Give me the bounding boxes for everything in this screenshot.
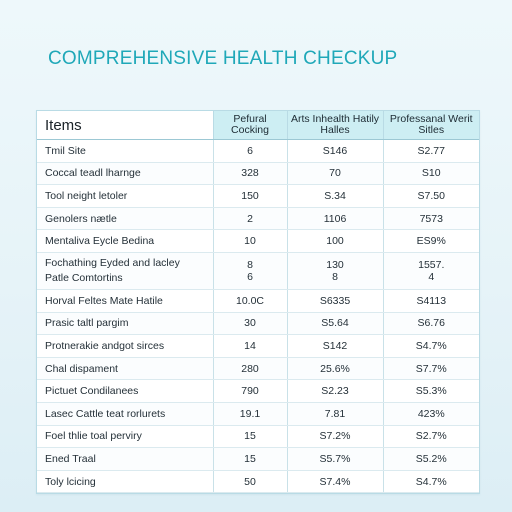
table-row: Chal dispament 280 25.6% S7.7% xyxy=(37,357,479,381)
column-header-items: Items xyxy=(37,111,213,140)
table-row: Ened Traal 15 S5.7% S5.2% xyxy=(37,447,479,471)
table-cell-col3: S5.2% xyxy=(382,447,479,471)
table-cell-col1: 280 xyxy=(212,357,287,381)
table-cell-col1: 19.1 xyxy=(212,402,287,426)
table-cell-col2: 25.6% xyxy=(286,357,383,381)
table-cell-col3: S7.50 xyxy=(382,184,479,208)
table-row: Mentaliva Eycle Bedina 10 100 ES9% xyxy=(37,229,479,253)
table-cell-col2: 130 8 xyxy=(286,252,383,290)
table-cell-item: Tool neight letoler xyxy=(37,184,213,208)
table-cell-col1: 15 xyxy=(212,447,287,471)
table-row: Pictuet Condilanees 790 S2.23 S5.3% xyxy=(37,379,479,403)
table-cell-col2: S142 xyxy=(286,334,383,358)
table-row: Tmil Site 6 S146 S2.77 xyxy=(37,139,479,163)
table-cell-col2: S5.64 xyxy=(286,312,383,336)
table-cell-item: Chal dispament xyxy=(37,357,213,381)
table-cell-col3: S2.77 xyxy=(382,139,479,163)
column-header-3: Professanal Werit Sitles xyxy=(382,111,479,140)
table-cell-col3: ES9% xyxy=(382,229,479,253)
table-cell-col1: 14 xyxy=(212,334,287,358)
table-cell-col2: S.34 xyxy=(286,184,383,208)
table-cell-col2: S6335 xyxy=(286,289,383,313)
table-row: Toly lcicing 50 S7.4% S4.7% xyxy=(37,470,479,494)
table-cell-col2: S7.4% xyxy=(286,470,383,494)
column-header-2: Arts Inhealth Hatily Halles xyxy=(286,111,383,140)
table-cell-col3: 7573 xyxy=(382,207,479,231)
table-cell-item: Lasec Cattle teat rorlurets xyxy=(37,402,213,426)
table-cell-col1: 10.0C xyxy=(212,289,287,313)
table-cell-col3: S2.7% xyxy=(382,425,479,449)
table-cell-col3: S4.7% xyxy=(382,470,479,494)
table-cell-item: Toly lcicing xyxy=(37,470,213,494)
table-cell-item: Ened Traal xyxy=(37,447,213,471)
table-row: Protnerakie andgot sirces 14 S142 S4.7% xyxy=(37,334,479,358)
table-header-row: Items Pefural Cocking Arts Inhealth Hati… xyxy=(37,111,479,140)
table-cell-item: Prasic taltl pargim xyxy=(37,312,213,336)
table-cell-col3: S5.3% xyxy=(382,379,479,403)
table-cell-col1: 10 xyxy=(212,229,287,253)
table-cell-col1: 30 xyxy=(212,312,287,336)
table-cell-col2: S2.23 xyxy=(286,379,383,403)
table-cell-item: Foel thlie toal perviry xyxy=(37,425,213,449)
table-cell-item: Pictuet Condilanees xyxy=(37,379,213,403)
table-cell-col3: S4.7% xyxy=(382,334,479,358)
table-cell-col3: 1557. 4 xyxy=(382,252,479,290)
table-row: Genolers nætle 2 1106 7573 xyxy=(37,207,479,231)
table-cell-item: Mentaliva Eycle Bedina xyxy=(37,229,213,253)
table-cell-col2: 100 xyxy=(286,229,383,253)
table-cell-col2: S7.2% xyxy=(286,425,383,449)
table-cell-col3: S6.76 xyxy=(382,312,479,336)
table-cell-col1: 328 xyxy=(212,162,287,186)
table-cell-item: Fochathing Eyded and lacley Patle Comtort… xyxy=(37,252,213,290)
table-cell-col2: 70 xyxy=(286,162,383,186)
table-cell-col3: S10 xyxy=(382,162,479,186)
table-row: Tool neight letoler 150 S.34 S7.50 xyxy=(37,184,479,208)
table-row: Horval Feltes Mate Hatile 10.0C S6335 S4113 xyxy=(37,289,479,313)
table-cell-col2: S5.7% xyxy=(286,447,383,471)
table-row: Fochathing Eyded and lacley Patle Comtort… xyxy=(37,252,479,290)
table-cell-col2: S146 xyxy=(286,139,383,163)
table-cell-col3: S4113 xyxy=(382,289,479,313)
table-cell-item: Tmil Site xyxy=(37,139,213,163)
table-cell-col1: 15 xyxy=(212,425,287,449)
table-row: Prasic taltl pargim 30 S5.64 S6.76 xyxy=(37,312,479,336)
table-cell-col1: 2 xyxy=(212,207,287,231)
table-cell-col2: 7.81 xyxy=(286,402,383,426)
table-cell-item: Coccal teadl lharnge xyxy=(37,162,213,186)
table-cell-item: Protnerakie andgot sirces xyxy=(37,334,213,358)
table-cell-item: Horval Feltes Mate Hatile xyxy=(37,289,213,313)
column-header-1: Pefural Cocking xyxy=(212,111,287,140)
table-cell-col1: 150 xyxy=(212,184,287,208)
table-cell-col1: 6 xyxy=(212,139,287,163)
table-cell-item: Genolers nætle xyxy=(37,207,213,231)
table-row: Lasec Cattle teat rorlurets 19.1 7.81 423% xyxy=(37,402,479,426)
pricing-table: Items Pefural Cocking Arts Inhealth Hati… xyxy=(36,110,480,495)
page-title: COMPREHENSIVE HEALTH CHECKUP xyxy=(48,48,398,69)
table-row: Coccal teadl lharnge 328 70 S10 xyxy=(37,162,479,186)
table-row: Foel thlie toal perviry 15 S7.2% S2.7% xyxy=(37,425,479,449)
table-cell-col3: 423% xyxy=(382,402,479,426)
table-cell-col3: S7.7% xyxy=(382,357,479,381)
table-cell-col1: 790 xyxy=(212,379,287,403)
table-cell-col2: 1106 xyxy=(286,207,383,231)
table-cell-col1: 50 xyxy=(212,470,287,494)
